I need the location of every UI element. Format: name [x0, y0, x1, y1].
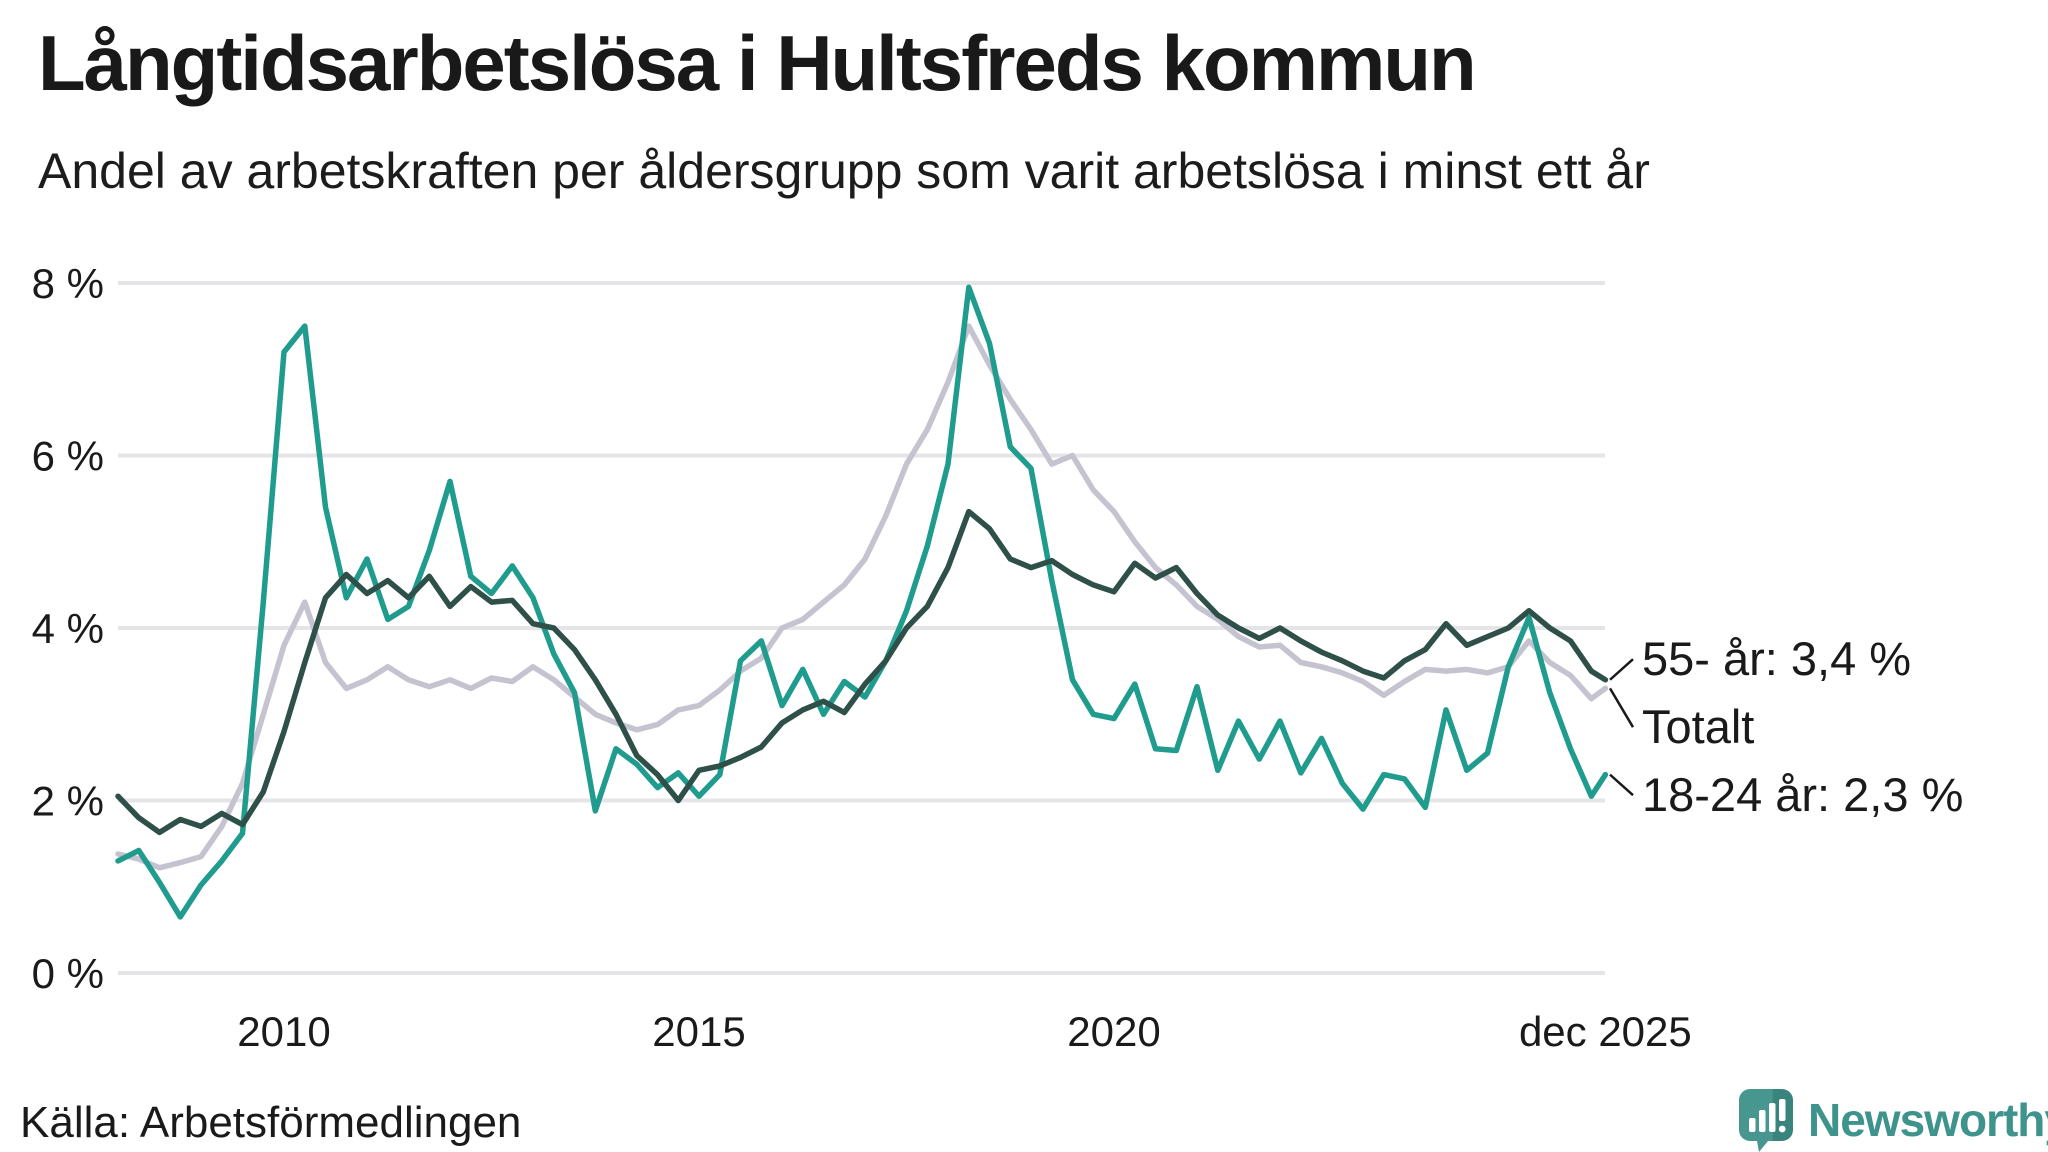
series-end-label-totalt: Totalt	[1642, 700, 1754, 753]
series-end-label-18-24: 18-24 år: 2,3 %	[1642, 768, 1963, 821]
series-line-18-24	[115, 284, 1609, 920]
page-title: Långtidsarbetslösa i Hultsfreds kommun	[38, 19, 1477, 107]
grid-layer	[118, 281, 1605, 975]
brand-name: Newsworthy	[1808, 1094, 2048, 1146]
brand-logo: Newsworthy	[1738, 1088, 2048, 1152]
axis-layer: 0 % 2 % 4 % 6 % 8 % 2010 2015 2020 dec 2025	[32, 260, 1692, 1055]
end-label-connector	[1609, 658, 1634, 681]
source-note: Källa: Arbetsförmedlingen	[20, 1098, 522, 1147]
x-axis-tick-label: 2020	[1067, 1008, 1160, 1055]
page-subtitle: Andel av arbetskraften per åldersgrupp s…	[38, 143, 1650, 199]
x-axis-tick-label: dec 2025	[1519, 1008, 1692, 1055]
y-axis-tick-label: 0 %	[32, 950, 104, 997]
end-label-connector	[1609, 773, 1634, 797]
y-axis-tick-label: 8 %	[32, 260, 104, 307]
speech-bubble-shape	[1739, 1089, 1793, 1152]
series-line-totalt	[115, 323, 1609, 871]
y-axis-tick-label: 4 %	[32, 605, 104, 652]
newsworthy-bubble-icon	[1739, 1089, 1793, 1152]
end-label-layer: 55- år: 3,4 % Totalt 18-24 år: 2,3 %	[1608, 632, 1963, 821]
bar-chart-glyph	[1749, 1099, 1786, 1133]
end-label-connector	[1608, 687, 1635, 728]
series-end-label-55plus: 55- år: 3,4 %	[1642, 632, 1911, 685]
x-axis-tick-label: 2015	[652, 1008, 745, 1055]
x-axis-tick-label: 2010	[237, 1008, 330, 1055]
y-axis-tick-label: 6 %	[32, 433, 104, 480]
y-axis-tick-label: 2 %	[32, 778, 104, 825]
series-line-55plus	[115, 508, 1609, 836]
series-layer	[115, 284, 1609, 920]
